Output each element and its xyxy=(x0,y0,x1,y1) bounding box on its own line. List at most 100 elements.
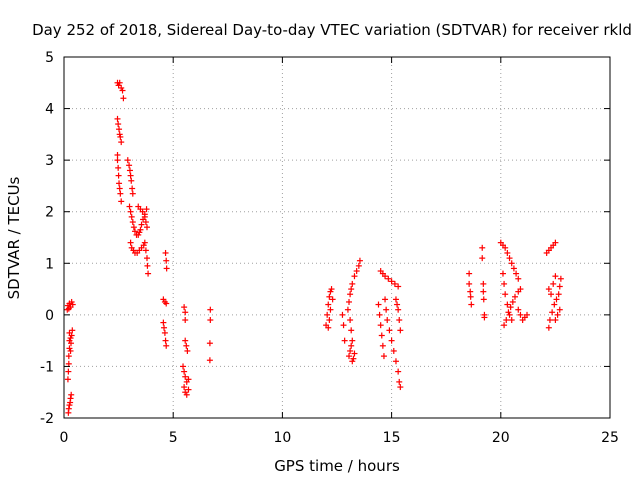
data-point xyxy=(67,347,74,354)
data-point xyxy=(143,224,150,231)
data-point xyxy=(185,386,192,393)
data-point xyxy=(395,283,402,290)
data-point xyxy=(117,190,124,197)
data-point xyxy=(328,286,335,293)
data-point xyxy=(115,172,122,179)
data-point xyxy=(505,309,512,316)
y-tick-label: 4 xyxy=(45,102,54,118)
data-point xyxy=(65,368,72,375)
data-point xyxy=(163,342,170,349)
data-point xyxy=(391,280,398,287)
data-point xyxy=(511,293,518,300)
y-axis-label: SDTVAR / TECUs xyxy=(5,176,23,299)
data-point xyxy=(380,353,387,360)
data-points xyxy=(64,79,564,416)
data-point xyxy=(507,304,514,311)
data-point xyxy=(69,301,76,308)
data-point xyxy=(356,257,363,264)
data-point xyxy=(340,322,347,329)
data-point xyxy=(384,317,391,324)
data-point xyxy=(386,327,393,334)
data-point xyxy=(524,311,531,318)
data-point xyxy=(506,255,513,262)
data-point xyxy=(141,239,148,246)
data-point xyxy=(502,291,509,298)
data-point xyxy=(129,185,136,192)
data-point xyxy=(118,198,125,205)
data-point xyxy=(553,296,560,303)
data-point xyxy=(480,288,487,295)
data-point xyxy=(480,280,487,287)
data-point xyxy=(396,378,403,385)
data-point xyxy=(65,353,72,360)
data-point xyxy=(545,324,552,331)
data-point xyxy=(349,337,356,344)
y-tick-label: 3 xyxy=(45,153,54,169)
data-point xyxy=(552,239,559,246)
data-point xyxy=(344,306,351,313)
data-point xyxy=(131,228,138,235)
chart-title: Day 252 of 2018, Sidereal Day-to-day VTE… xyxy=(32,21,632,39)
data-point xyxy=(468,301,475,308)
data-point xyxy=(128,177,135,184)
data-point xyxy=(508,260,515,267)
data-point xyxy=(396,317,403,324)
data-point xyxy=(142,219,149,226)
data-point xyxy=(180,363,187,370)
data-point xyxy=(124,157,131,164)
data-point xyxy=(549,309,556,316)
data-point xyxy=(325,324,332,331)
data-point xyxy=(329,296,336,303)
data-point xyxy=(349,280,356,287)
data-point xyxy=(184,347,191,354)
data-point xyxy=(126,162,133,169)
data-point xyxy=(141,213,148,220)
y-axis: -2 -1 0 1 2 3 4 5 xyxy=(40,50,610,427)
data-point xyxy=(118,139,125,146)
data-point xyxy=(130,224,137,231)
data-point xyxy=(126,167,133,174)
data-point xyxy=(515,275,522,282)
data-point xyxy=(129,219,136,226)
data-point xyxy=(116,79,123,86)
data-point xyxy=(139,208,146,215)
data-point xyxy=(382,273,389,280)
data-point xyxy=(517,286,524,293)
data-point xyxy=(341,337,348,344)
data-point xyxy=(557,275,564,282)
y-tick-label: 1 xyxy=(45,256,54,272)
data-point xyxy=(67,395,74,402)
data-point xyxy=(392,358,399,365)
data-point xyxy=(513,270,520,277)
data-point xyxy=(355,262,362,269)
data-point xyxy=(348,286,355,293)
data-point xyxy=(183,391,190,398)
data-point xyxy=(388,337,395,344)
data-point xyxy=(115,164,122,171)
data-point xyxy=(185,376,192,383)
data-point xyxy=(114,157,121,164)
data-point xyxy=(206,357,213,364)
data-point xyxy=(466,270,473,277)
data-point xyxy=(117,133,124,140)
data-point xyxy=(65,405,72,412)
data-point xyxy=(182,309,189,316)
data-point xyxy=(545,286,552,293)
data-point xyxy=(481,314,488,321)
data-point xyxy=(325,301,332,308)
data-point xyxy=(383,306,390,313)
data-point xyxy=(397,327,404,334)
data-point xyxy=(143,206,150,213)
data-point xyxy=(66,329,73,336)
data-point xyxy=(116,185,123,192)
data-point xyxy=(348,327,355,334)
data-point xyxy=(385,275,392,282)
data-point xyxy=(347,317,354,324)
data-point xyxy=(324,311,331,318)
data-point xyxy=(183,342,190,349)
data-point xyxy=(382,296,389,303)
data-point xyxy=(346,298,353,305)
y-tick-label: -2 xyxy=(40,411,54,427)
data-point xyxy=(467,293,474,300)
